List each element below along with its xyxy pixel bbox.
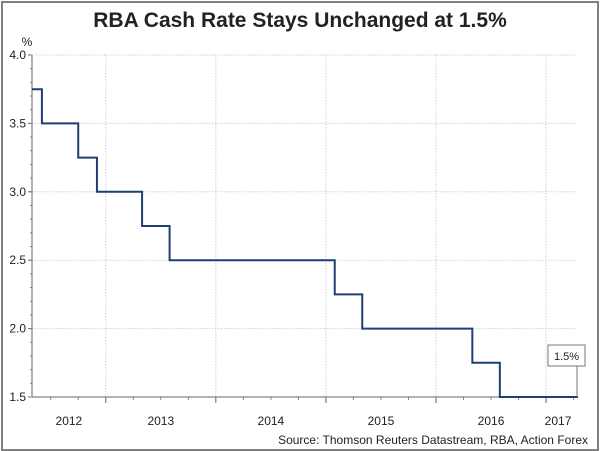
x-tick-label: 2016: [478, 414, 505, 428]
x-tick-label: 2014: [258, 414, 285, 428]
y-axis-unit: %: [22, 35, 33, 49]
x-tick-label: 2017: [545, 414, 572, 428]
y-tick-label: 2.5: [9, 253, 26, 267]
annotation-box: [547, 344, 586, 367]
y-tick-label: 2.0: [9, 322, 26, 336]
y-tick-label: 3.0: [9, 185, 26, 199]
annotation-label: 1.5%: [554, 351, 579, 363]
x-tick-label: 2012: [56, 414, 83, 428]
y-tick-label: 1.5: [9, 390, 26, 404]
rate-line: [32, 88, 578, 398]
x-tick-label: 2013: [147, 414, 174, 428]
source-note: Source: Thomson Reuters Datastream, RBA,…: [278, 433, 588, 447]
chart-title: RBA Cash Rate Stays Unchanged at 1.5%: [93, 9, 507, 32]
y-tick-label: 3.5: [9, 116, 26, 130]
y-tick-label: 4.0: [9, 48, 26, 62]
x-tick-label: 2015: [368, 414, 395, 428]
